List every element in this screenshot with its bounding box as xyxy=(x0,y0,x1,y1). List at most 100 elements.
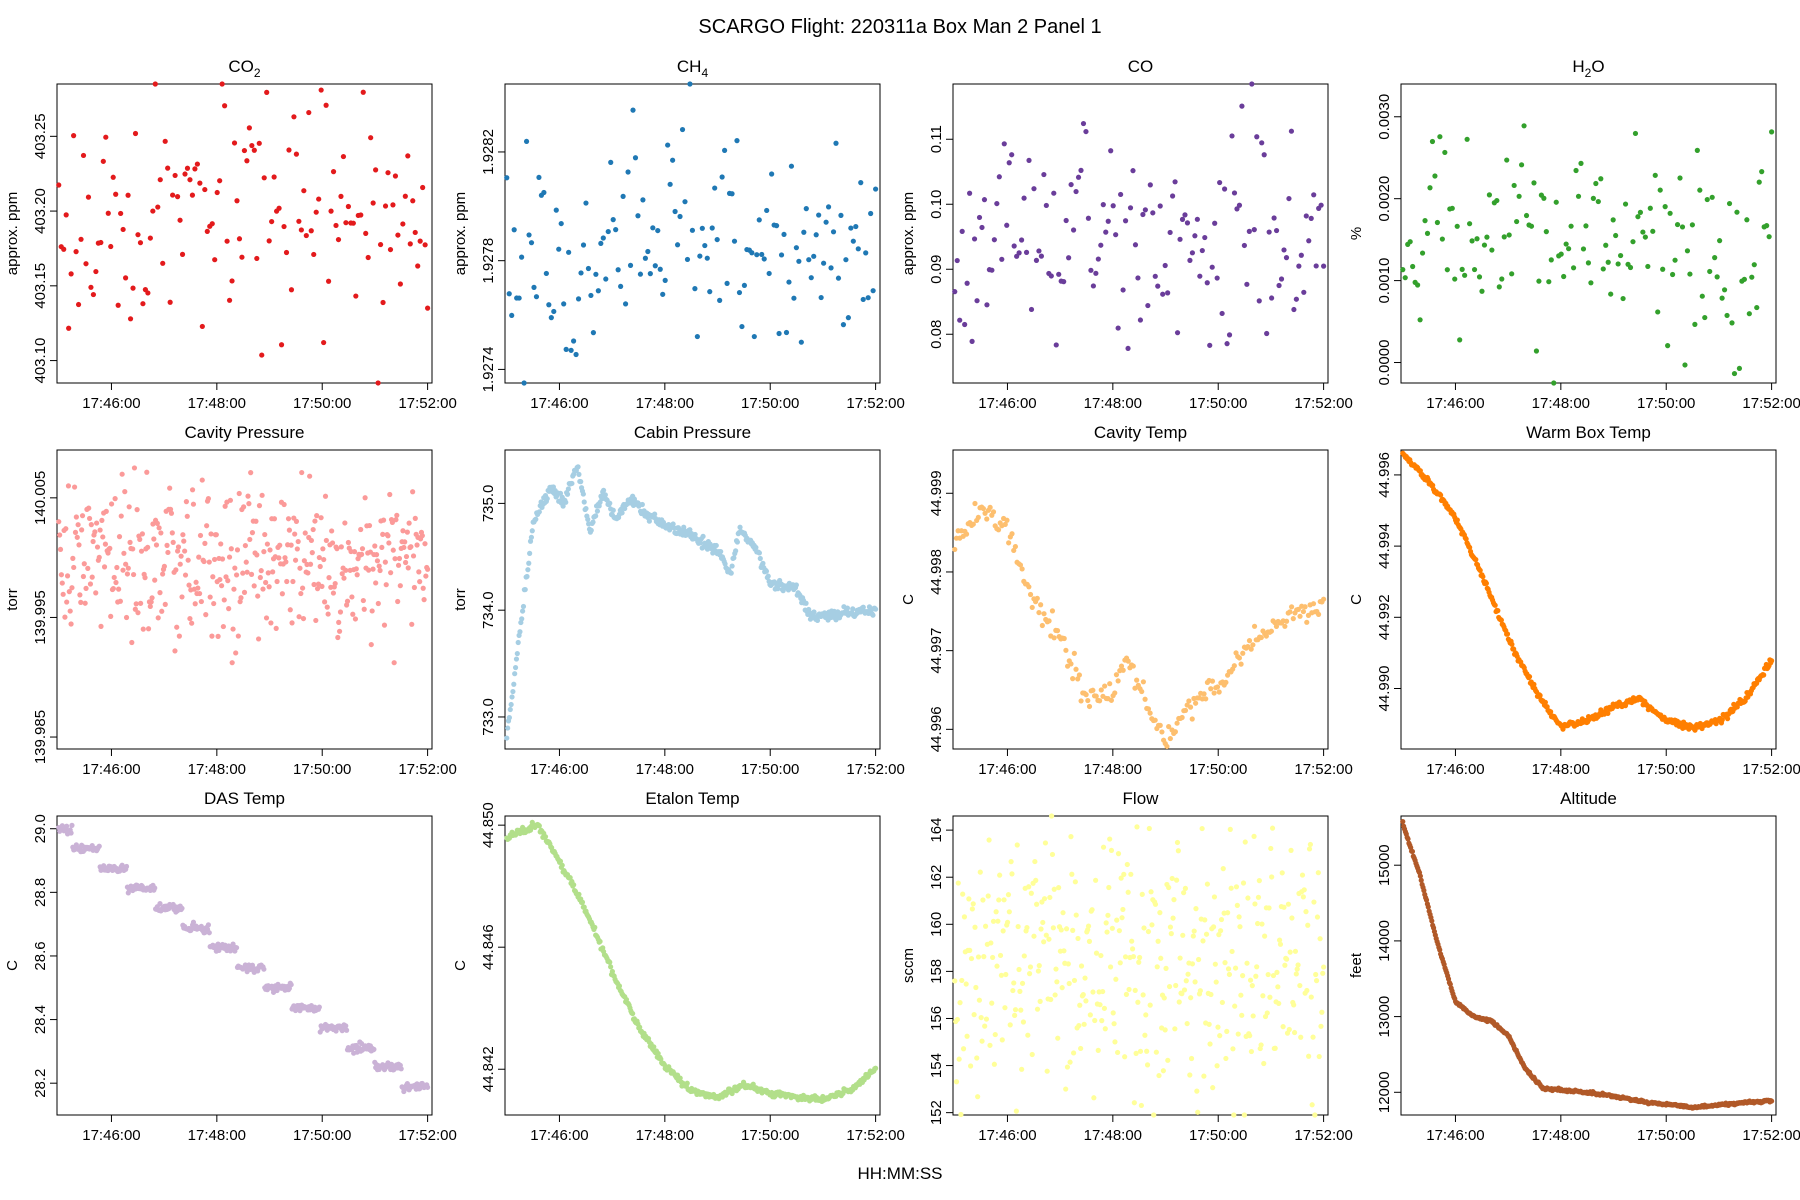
cavity-pressure-point xyxy=(420,585,426,591)
co-point xyxy=(1051,190,1057,196)
cavity-pressure-point xyxy=(138,548,145,554)
cavity-pressure-point xyxy=(219,556,226,562)
h2o-point xyxy=(1553,199,1559,205)
flow-point xyxy=(1112,1039,1118,1045)
cavity-pressure-point xyxy=(296,614,302,620)
h2o-point xyxy=(1657,187,1663,193)
cavity-pressure-point xyxy=(111,574,117,581)
cabin-pressure-point xyxy=(508,701,514,708)
co2-point xyxy=(71,133,77,139)
co-point xyxy=(1068,181,1074,188)
flow-point xyxy=(1115,1049,1121,1056)
flow-point xyxy=(1133,1050,1139,1056)
flow-point xyxy=(953,1079,960,1085)
co-point xyxy=(1241,242,1247,249)
cavity-pressure-point xyxy=(321,556,327,563)
cavity-temp-point xyxy=(1251,623,1258,629)
ch4-point xyxy=(519,254,525,260)
cavity-pressure-point xyxy=(344,598,351,604)
h2o-point xyxy=(1509,271,1515,277)
cavity-pressure-point xyxy=(350,611,356,617)
cavity-temp-point xyxy=(1036,609,1042,616)
ch4-point xyxy=(830,229,837,235)
co2-point xyxy=(172,172,178,179)
cavity-temp-point xyxy=(1167,735,1173,742)
co-x-tick-label: 17:46:00 xyxy=(978,395,1036,412)
flow-point xyxy=(1155,938,1161,944)
co2-point xyxy=(340,153,347,160)
co-point xyxy=(1256,298,1262,304)
h2o-point xyxy=(1506,232,1512,238)
flow-point xyxy=(1196,956,1202,963)
cabin-pressure-point xyxy=(765,573,771,579)
cavity-pressure-x-tick-label: 17:48:00 xyxy=(188,761,246,778)
cavity-temp-point xyxy=(975,514,981,521)
co2-point xyxy=(358,212,364,218)
etalon-temp-point xyxy=(536,823,542,829)
flow-point xyxy=(1170,915,1176,921)
cavity-temp-point xyxy=(1026,584,1032,590)
flow-point xyxy=(1245,895,1251,901)
warm-box-temp-x-tick-label: 17:48:00 xyxy=(1532,761,1590,778)
co-point xyxy=(1075,174,1082,180)
flow-point xyxy=(1272,1045,1278,1051)
flow-point xyxy=(968,1063,974,1069)
co2-point xyxy=(132,130,139,137)
cabin-pressure-point xyxy=(580,491,586,497)
co-point xyxy=(1192,233,1198,239)
cavity-pressure-point xyxy=(65,483,72,489)
flow-point xyxy=(1087,1012,1093,1018)
co2-x-tick-label: 17:52:00 xyxy=(398,395,456,412)
co2-point xyxy=(113,191,119,197)
co-point xyxy=(979,224,985,231)
ch4-point xyxy=(821,260,827,266)
flow-point xyxy=(1280,1024,1286,1030)
cavity-pressure-point xyxy=(114,564,120,571)
co-point xyxy=(1053,342,1059,348)
co2-point xyxy=(85,194,92,200)
cavity-pressure-point xyxy=(151,536,157,542)
h2o-point xyxy=(1489,247,1495,253)
cabin-pressure-point xyxy=(527,538,534,544)
flow-point xyxy=(955,880,961,886)
cavity-pressure-point xyxy=(58,572,64,578)
cavity-pressure-point xyxy=(145,544,151,550)
co2-point xyxy=(103,134,109,140)
cavity-pressure-point xyxy=(379,544,385,551)
co2-point xyxy=(254,255,260,262)
cavity-pressure-point xyxy=(332,580,338,587)
co-point xyxy=(1095,256,1101,262)
cabin-pressure-point xyxy=(844,605,851,611)
h2o-point xyxy=(1679,224,1686,230)
flow-point xyxy=(1117,960,1123,966)
co2-point xyxy=(241,147,248,154)
etalon-temp-point xyxy=(527,827,534,833)
ch4-point xyxy=(608,159,614,165)
co2-point xyxy=(402,193,408,199)
cavity-pressure-point xyxy=(372,543,378,549)
co-point xyxy=(984,302,990,308)
flow-point xyxy=(1258,1042,1264,1048)
etalon-temp-point xyxy=(597,938,603,945)
cavity-pressure-point xyxy=(79,513,86,519)
flow-point xyxy=(1038,926,1044,932)
cavity-pressure-point xyxy=(202,540,208,546)
cavity-pressure-point xyxy=(261,549,267,555)
cabin-pressure-title: Cabin Pressure xyxy=(634,423,751,442)
h2o-point xyxy=(1731,370,1738,377)
cavity-pressure-point xyxy=(96,554,102,560)
flow-point xyxy=(1110,1010,1116,1016)
cavity-pressure-point xyxy=(260,586,266,592)
flow-point xyxy=(1223,1055,1229,1062)
cavity-pressure-point xyxy=(395,562,402,568)
cavity-pressure-point xyxy=(71,564,77,571)
ch4-x-tick-label: 17:52:00 xyxy=(846,395,904,412)
altitude-y-tick-label: 14000 xyxy=(1376,920,1393,962)
cavity-pressure-point xyxy=(72,529,79,535)
cavity-pressure-point xyxy=(292,531,298,537)
flow-point xyxy=(1224,1028,1230,1034)
flow-point xyxy=(1184,1020,1190,1027)
flow-point xyxy=(982,923,989,929)
h2o-title-tail: O xyxy=(1591,57,1604,76)
